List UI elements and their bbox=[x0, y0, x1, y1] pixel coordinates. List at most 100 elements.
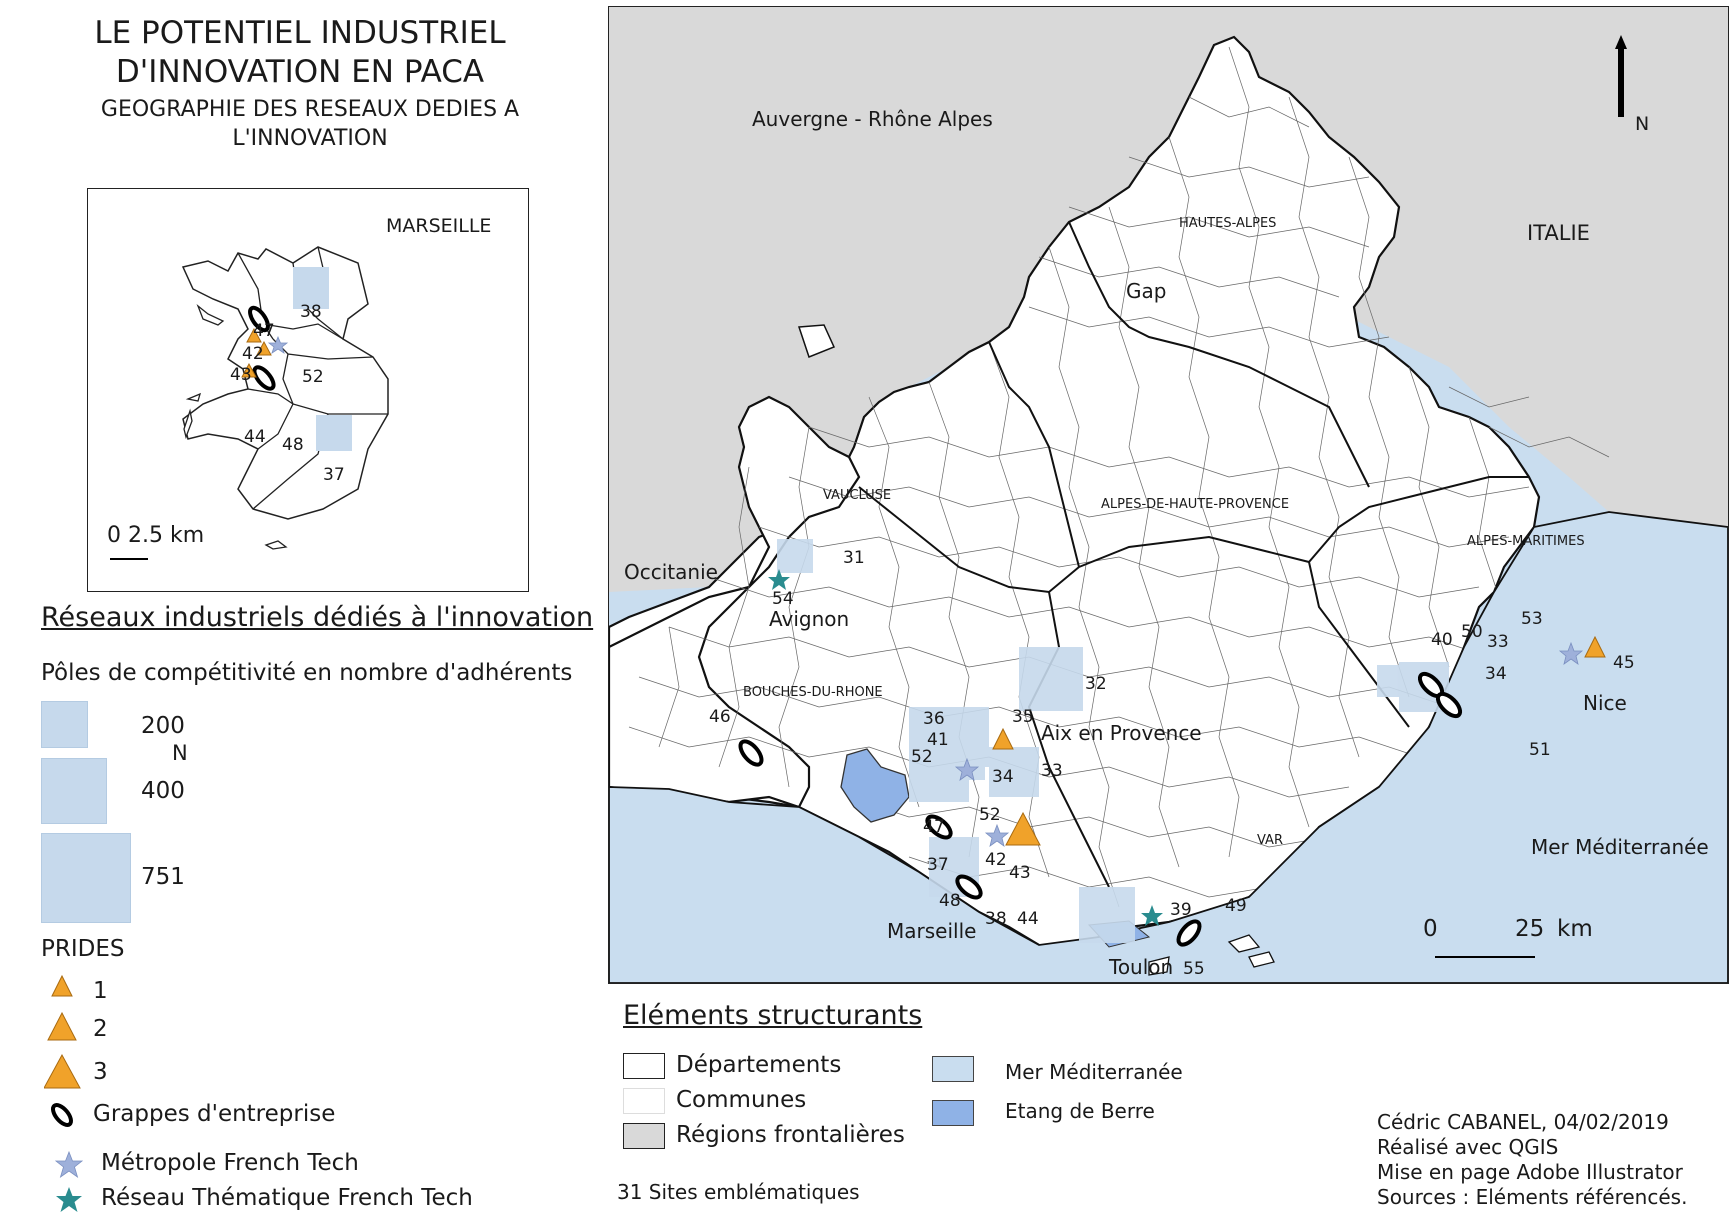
site-number: 41 bbox=[927, 730, 949, 750]
site-number: 46 bbox=[709, 707, 731, 727]
legend-reseau-star-icon bbox=[56, 1187, 82, 1212]
label-city-toulon: Toulon bbox=[1109, 955, 1174, 979]
inset-map-svg bbox=[110, 246, 389, 560]
site-number: 54 bbox=[772, 589, 794, 609]
frontier-regions bbox=[609, 7, 1728, 592]
label-city-gap: Gap bbox=[1126, 279, 1167, 303]
credit-line-1: Cédric CABANEL, 04/02/2019 bbox=[1377, 1110, 1669, 1134]
legend-etang-label: Etang de Berre bbox=[1005, 1099, 1155, 1123]
inset-site-number: 48 bbox=[282, 435, 304, 455]
legend-pole-square-400 bbox=[41, 758, 107, 824]
inset-pole-square bbox=[316, 415, 352, 451]
metropole-star bbox=[984, 823, 1010, 847]
site-number: 44 bbox=[1017, 909, 1039, 929]
site-number: 51 bbox=[1529, 740, 1551, 760]
site-number: 49 bbox=[1225, 896, 1247, 916]
label-region-auvergne: Auvergne - Rhône Alpes bbox=[752, 107, 993, 131]
site-number: 43 bbox=[1009, 863, 1031, 883]
site-number: 50 bbox=[1461, 622, 1483, 642]
sea-mediterranean bbox=[609, 511, 1728, 983]
legend-departements-swatch bbox=[623, 1053, 665, 1079]
legend-pole-label-200: 200 bbox=[141, 713, 185, 739]
inset-grappe-ellipse bbox=[252, 365, 276, 391]
inset-prides-triangle bbox=[256, 340, 272, 356]
label-sea: Mer Méditerranée bbox=[1531, 835, 1709, 859]
legend-mer-label: Mer Méditerranée bbox=[1005, 1060, 1183, 1084]
credits: Cédric CABANEL, 04/02/2019 Réalisé avec … bbox=[1377, 1110, 1687, 1210]
site-number: 39 bbox=[1170, 900, 1192, 920]
site-number: 48 bbox=[939, 891, 961, 911]
credit-line-3: Mise en page Adobe Illustrator bbox=[1377, 1160, 1683, 1184]
site-number: 55 bbox=[1183, 959, 1205, 979]
label-region-italie: ITALIE bbox=[1527, 221, 1590, 245]
legend-prides-triangles bbox=[44, 974, 81, 1089]
site-number: 42 bbox=[985, 850, 1007, 870]
label-dept-hautes-alpes: HAUTES-ALPES bbox=[1179, 216, 1277, 231]
legend-structure-heading: Eléments structurants bbox=[623, 1000, 923, 1031]
legend-prides-title: PRIDES bbox=[41, 936, 125, 962]
commune-mesh bbox=[628, 46, 1610, 908]
legend-networks-heading: Réseaux industriels dédiés à l'innovatio… bbox=[41, 602, 594, 633]
legend-regions-label: Régions frontalières bbox=[676, 1122, 905, 1148]
legend-metropole-star-icon bbox=[55, 1151, 83, 1178]
legend-sites-label: 31 Sites emblématiques bbox=[617, 1180, 860, 1204]
legend-etang-swatch bbox=[932, 1100, 974, 1126]
scale-label-unit: km bbox=[1557, 916, 1593, 942]
grappes-ellipses bbox=[738, 671, 1463, 947]
site-number: 34 bbox=[1485, 664, 1507, 684]
site-number: 33 bbox=[1487, 632, 1509, 652]
legend-departements-label: Départements bbox=[676, 1052, 842, 1078]
inset-pole-square bbox=[293, 267, 329, 309]
legend-communes-swatch bbox=[623, 1088, 665, 1114]
inset-site-number: 43 bbox=[230, 365, 252, 385]
legend-metropole-label: Métropole French Tech bbox=[101, 1150, 359, 1176]
site-number: 31 bbox=[843, 548, 865, 568]
north-label: N bbox=[1635, 113, 1650, 135]
site-number: 33 bbox=[1041, 761, 1063, 781]
inset-site-number: 42 bbox=[242, 344, 264, 364]
legend-prides-label-3: 3 bbox=[93, 1059, 108, 1085]
legend-communes-label: Communes bbox=[676, 1087, 807, 1113]
label-city-avignon: Avignon bbox=[769, 607, 850, 631]
scale-label-value: 25 bbox=[1515, 916, 1545, 942]
subtitle-line-2: L'INNOVATION bbox=[232, 126, 388, 151]
label-city-aix: Aix en Provence bbox=[1041, 721, 1202, 745]
label-dept-alpes-maritimes: ALPES-MARITIMES bbox=[1467, 534, 1585, 549]
legend-reseau-label: Réseau Thématique French Tech bbox=[101, 1185, 473, 1211]
label-dept-alpes-de-haute-provence: ALPES-DE-HAUTE-PROVENCE bbox=[1101, 497, 1290, 512]
legend-regions-swatch bbox=[623, 1123, 665, 1149]
inset-site-number: 38 bbox=[300, 302, 322, 322]
site-number: 36 bbox=[923, 709, 945, 729]
inset-scale-label: 0 2.5 km bbox=[107, 523, 205, 548]
legend-prides-label-1: 1 bbox=[93, 978, 108, 1004]
site-number: 45 bbox=[1613, 653, 1635, 673]
scale-label-zero: 0 bbox=[1423, 916, 1438, 942]
inset-map-marseille: MARSEILLE 38 47 42 52 43 44 48 37 0 2.5 … bbox=[87, 188, 529, 592]
prides-triangle bbox=[1005, 811, 1041, 846]
inset-label-marseille: MARSEILLE bbox=[386, 215, 492, 237]
site-number: 40 bbox=[1431, 630, 1453, 650]
inset-metropole-star bbox=[267, 335, 289, 354]
label-dept-vaucluse: VAUCLUSE bbox=[823, 488, 892, 503]
label-region-occitanie: Occitanie bbox=[624, 560, 718, 584]
legend-pole-label-751: 751 bbox=[141, 864, 185, 890]
site-number: 53 bbox=[1521, 609, 1543, 629]
site-number: 37 bbox=[927, 855, 949, 875]
label-dept-bouches-du-rhone: BOUCHES-DU-RHONE bbox=[743, 685, 883, 700]
reseau-star bbox=[1141, 905, 1163, 926]
legend-prides-label-2: 2 bbox=[93, 1016, 108, 1042]
metropole-star bbox=[954, 757, 980, 781]
inset-site-number: 37 bbox=[323, 465, 345, 485]
site-number: 32 bbox=[1085, 674, 1107, 694]
inset-grappe-ellipse bbox=[248, 305, 270, 333]
site-number: 34 bbox=[992, 767, 1014, 787]
site-number: 52 bbox=[979, 805, 1001, 825]
credit-line-2: Réalisé avec QGIS bbox=[1377, 1135, 1559, 1159]
legend-mer-swatch bbox=[932, 1056, 974, 1082]
metropole-star bbox=[1558, 641, 1584, 665]
legend-pole-label-400: 400 bbox=[141, 778, 185, 804]
label-city-marseille: Marseille bbox=[887, 919, 977, 943]
inset-prides-triangle bbox=[241, 362, 257, 378]
legend-pole-square-751 bbox=[41, 833, 131, 923]
label-dept-var: VAR bbox=[1257, 833, 1283, 848]
